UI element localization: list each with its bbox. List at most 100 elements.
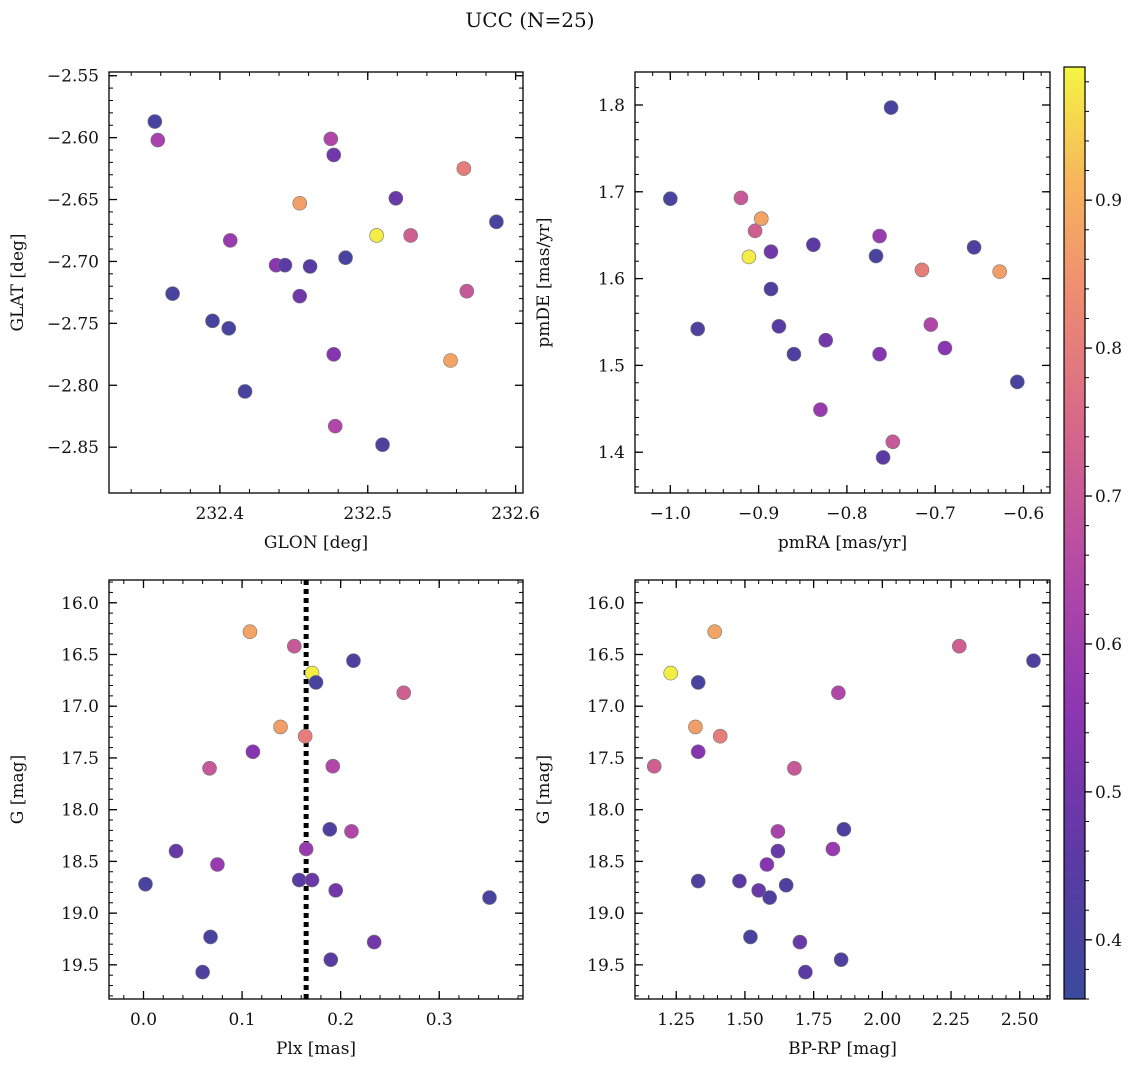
data-point [770, 843, 786, 859]
data-point [443, 353, 458, 368]
y-tick-label: 1.4 [598, 443, 625, 463]
y-tick-label: 17.5 [587, 749, 625, 769]
colorbar-gradient [1063, 66, 1086, 1000]
data-point [763, 244, 779, 259]
data-point [786, 346, 802, 362]
colorbar-tick-label: 0.7 [1095, 487, 1122, 507]
figure-title: UCC (N=25) [465, 8, 594, 32]
axes-frame [634, 71, 1051, 494]
colorbar-tick-label: 0.5 [1095, 783, 1122, 803]
data-point [712, 728, 728, 744]
data-point [759, 857, 775, 872]
colorbar-tick-label: 0.6 [1095, 635, 1122, 655]
data-point [366, 934, 382, 950]
data-point [203, 929, 218, 945]
data-point [732, 873, 747, 889]
data-point [304, 872, 320, 888]
x-tick-label: 232.5 [343, 504, 392, 524]
data-point [885, 434, 901, 450]
x-tick-label: −1.0 [650, 504, 691, 524]
y-tick-label: 17.0 [587, 697, 625, 717]
y-tick-label: 17.5 [61, 749, 99, 769]
data-point [222, 233, 238, 248]
data-point [663, 665, 679, 681]
x-tick-label: 2.00 [863, 1010, 901, 1030]
x-axis-label: BP-RP [mag] [788, 1039, 897, 1059]
y-tick-label: −2.60 [47, 129, 99, 149]
data-point [210, 857, 225, 872]
data-point [308, 675, 324, 690]
data-point [733, 190, 749, 206]
x-tick-label: −0.8 [826, 504, 867, 524]
colorbar-tick-label: 0.8 [1095, 339, 1122, 359]
y-tick-label: 18.5 [61, 852, 99, 872]
x-tick-label: 0.1 [229, 1010, 256, 1030]
data-point [831, 685, 846, 701]
data-point [326, 147, 342, 163]
data-point [798, 964, 813, 980]
data-point [778, 877, 794, 893]
x-axis-label: pmRA [mas/yr] [778, 533, 907, 553]
data-point [302, 259, 318, 274]
data-point [763, 281, 779, 297]
data-point [883, 100, 899, 115]
data-point [344, 824, 359, 839]
y-tick-label: 16.0 [587, 594, 625, 614]
data-point [322, 822, 338, 837]
data-point [205, 313, 220, 329]
data-point [287, 638, 302, 654]
data-point [489, 214, 504, 230]
x-tick-label: 232.6 [491, 504, 540, 524]
data-point [792, 934, 808, 950]
y-tick-label: 16.0 [61, 594, 99, 614]
data-point [751, 883, 766, 898]
data-point [456, 161, 472, 176]
y-axis-label: G [mag] [534, 755, 554, 824]
data-point [328, 883, 344, 898]
data-point [966, 240, 982, 255]
y-tick-label: −2.55 [47, 67, 99, 87]
data-point [663, 191, 678, 207]
y-tick-label: −2.70 [47, 252, 99, 272]
data-point [818, 332, 834, 348]
data-point [273, 719, 288, 735]
data-point [245, 744, 261, 760]
data-point [298, 841, 314, 857]
y-tick-label: 19.0 [61, 904, 99, 924]
y-tick-label: 18.0 [587, 801, 625, 821]
data-point [872, 228, 887, 244]
data-point [168, 843, 184, 859]
data-point [646, 758, 662, 774]
y-axis-label: pmDE [mas/yr] [534, 217, 554, 347]
x-tick-label: 0.3 [426, 1010, 453, 1030]
data-point [1026, 653, 1041, 668]
data-point [165, 286, 180, 301]
axes-frame [108, 71, 524, 494]
y-tick-label: 18.5 [587, 852, 625, 872]
y-tick-label: −2.65 [47, 191, 99, 211]
y-tick-label: −2.75 [47, 314, 99, 334]
data-point [813, 402, 828, 417]
data-point [202, 760, 217, 776]
data-point [787, 760, 802, 776]
colorbar-tick-label: 0.4 [1095, 931, 1122, 951]
data-point [836, 822, 852, 837]
data-point [242, 624, 258, 640]
data-point [872, 346, 887, 362]
y-tick-label: 18.0 [61, 801, 99, 821]
data-point [237, 384, 253, 399]
data-point [833, 952, 849, 967]
x-tick-label: 1.50 [726, 1010, 764, 1030]
y-tick-label: 1.7 [598, 183, 625, 203]
data-point [770, 824, 786, 839]
data-point [762, 890, 777, 905]
y-tick-label: −2.85 [47, 438, 99, 458]
data-point [323, 952, 339, 967]
y-tick-label: 1.5 [598, 356, 625, 376]
data-point [388, 191, 404, 206]
data-point [825, 841, 841, 857]
data-point [291, 872, 307, 888]
scatter-panel-4: 1.25 1.50 1.75 2.00 2.25 2.50 16.0 16.5 17.0 17.5… [534, 579, 1051, 1059]
scatter-panel-3: 0.0 0.1 0.2 0.3 16.0 16.5 17.0 17.5 18.0 18.5 19.0… [8, 579, 524, 1059]
